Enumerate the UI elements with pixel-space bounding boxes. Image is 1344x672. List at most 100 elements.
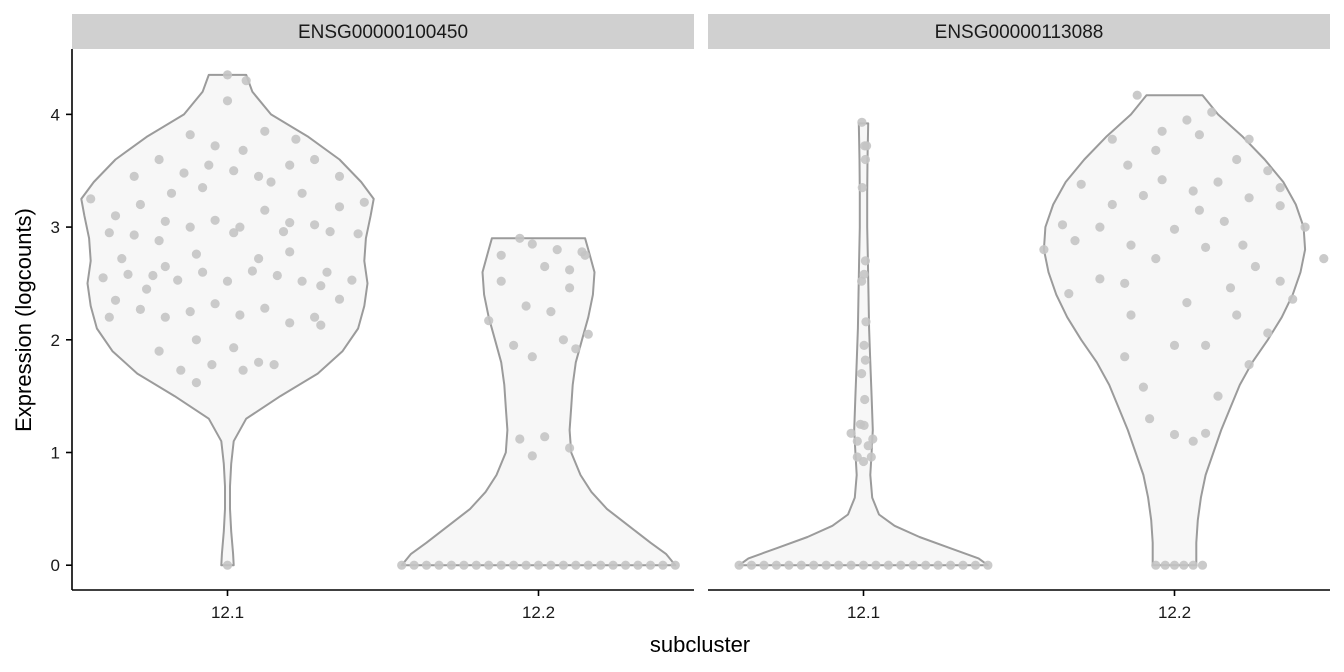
- data-point: [1232, 310, 1242, 320]
- data-point: [334, 294, 345, 304]
- data-point: [771, 560, 782, 570]
- data-point: [857, 276, 867, 286]
- data-point: [1219, 216, 1229, 226]
- data-point: [1070, 236, 1080, 246]
- data-point: [871, 560, 881, 570]
- data-point: [297, 276, 307, 286]
- data-point: [285, 160, 295, 170]
- data-point: [446, 560, 456, 570]
- data-point: [515, 434, 525, 444]
- data-point: [104, 312, 114, 322]
- data-point: [1120, 352, 1130, 362]
- data-point: [334, 202, 345, 212]
- data-point: [1123, 160, 1133, 170]
- data-point: [222, 96, 233, 106]
- data-point: [746, 560, 757, 570]
- violin-shape: [80, 73, 375, 567]
- data-point: [266, 177, 276, 187]
- data-point: [596, 560, 606, 570]
- data-point: [759, 560, 769, 570]
- data-point: [135, 304, 145, 314]
- y-axis-ticks: 0 1 2 3 4: [51, 105, 72, 575]
- data-point: [670, 560, 680, 570]
- violin-layer: [80, 73, 677, 567]
- data-point: [254, 171, 264, 181]
- data-point: [154, 236, 164, 246]
- violin-shape: [400, 237, 677, 567]
- data-point: [179, 168, 189, 178]
- data-point: [552, 245, 562, 255]
- data-point: [247, 266, 257, 276]
- data-point: [821, 560, 831, 570]
- data-point: [260, 205, 270, 215]
- data-point: [1076, 179, 1086, 189]
- y-tick-label: 3: [51, 218, 60, 237]
- data-point: [868, 434, 878, 444]
- data-point: [508, 560, 519, 570]
- x-axis-title: subcluster: [650, 632, 750, 657]
- data-point: [269, 360, 279, 370]
- facet-strip: [708, 14, 1330, 49]
- data-point: [1169, 224, 1180, 234]
- y-tick-label: 2: [51, 331, 60, 350]
- data-point: [1151, 145, 1161, 155]
- data-point: [866, 452, 876, 462]
- data-point: [1213, 391, 1223, 401]
- data-point: [471, 560, 481, 570]
- data-point: [191, 378, 201, 388]
- data-point: [291, 134, 301, 144]
- x-tick-label: 12.2: [522, 603, 555, 622]
- data-point: [1120, 278, 1130, 288]
- data-point: [1201, 340, 1211, 350]
- data-point: [583, 329, 593, 339]
- data-point: [784, 560, 794, 570]
- data-point: [142, 284, 152, 294]
- data-point: [123, 269, 133, 279]
- data-point: [154, 346, 164, 356]
- data-point: [834, 560, 844, 570]
- data-point: [1250, 261, 1260, 272]
- data-point: [571, 344, 581, 354]
- data-point: [316, 281, 326, 291]
- x-axis-ticks: 12.1 12.2: [211, 590, 555, 622]
- data-point: [527, 451, 537, 461]
- data-point: [185, 222, 195, 232]
- data-point: [533, 560, 544, 570]
- data-point: [608, 560, 618, 570]
- data-point: [1188, 560, 1198, 570]
- data-point: [272, 270, 282, 281]
- data-point: [508, 340, 519, 350]
- facet-panel: ENSG00000100450 0 1 2 3 4 12.1 12.2: [51, 14, 694, 622]
- data-point: [1188, 186, 1198, 196]
- data-point: [135, 199, 145, 210]
- data-point: [565, 443, 575, 453]
- data-point: [558, 560, 569, 570]
- data-point: [1160, 560, 1170, 570]
- points-layer: [734, 90, 1329, 570]
- data-point: [496, 276, 506, 286]
- data-point: [110, 295, 121, 305]
- data-point: [860, 154, 871, 165]
- x-tick-label: 12.2: [1158, 603, 1191, 622]
- data-point: [297, 188, 307, 198]
- data-point: [846, 428, 856, 438]
- data-point: [863, 441, 873, 451]
- data-point: [633, 560, 643, 570]
- data-point: [353, 229, 363, 239]
- data-point: [796, 560, 806, 570]
- data-point: [1169, 560, 1180, 570]
- data-point: [229, 166, 239, 176]
- data-point: [883, 560, 894, 570]
- data-point: [515, 233, 525, 243]
- data-point: [285, 247, 295, 257]
- y-tick-label: 4: [51, 105, 60, 124]
- data-point: [921, 560, 931, 570]
- data-point: [222, 70, 233, 80]
- data-point: [1244, 193, 1254, 203]
- data-point: [285, 318, 295, 328]
- data-point: [734, 560, 744, 570]
- data-point: [160, 312, 170, 322]
- data-point: [1182, 298, 1192, 308]
- data-point: [862, 141, 872, 151]
- data-point: [191, 249, 201, 259]
